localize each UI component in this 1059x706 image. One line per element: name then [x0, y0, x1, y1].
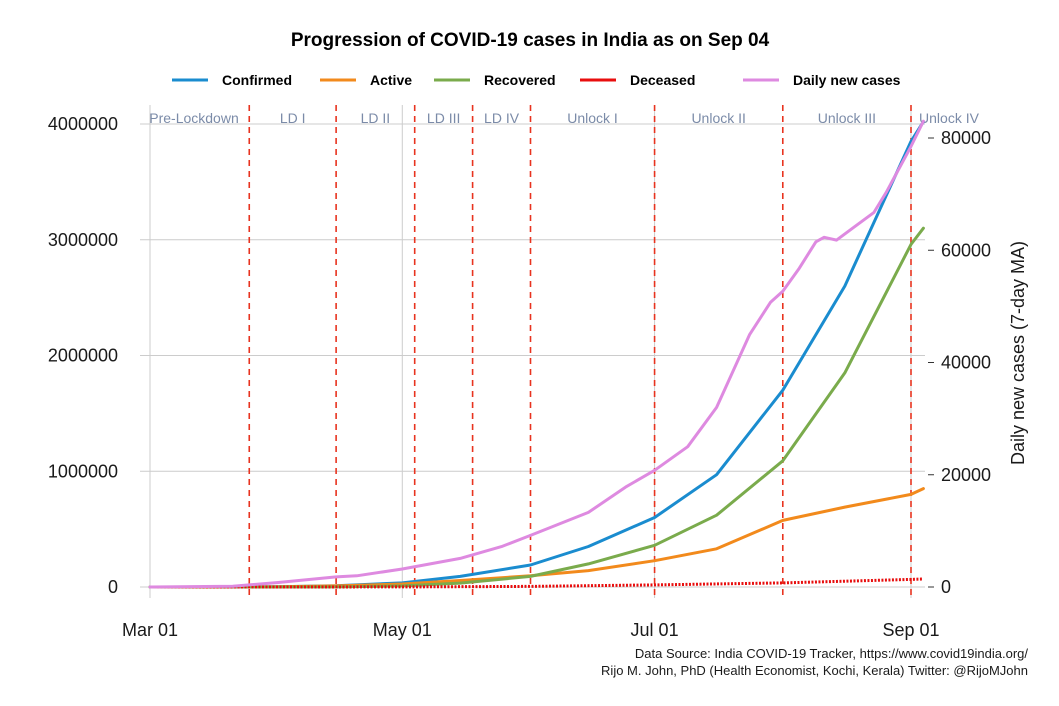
phase-label-ld-i: LD I — [280, 110, 306, 126]
right-axis-label: Daily new cases (7-day MA) — [1008, 241, 1028, 465]
phase-label-unlock-i: Unlock I — [567, 110, 618, 126]
x-axis: Mar 01 May 01 Jul 01 Sep 01 — [122, 620, 940, 640]
legend-label-active: Active — [370, 72, 412, 88]
x-tick-label: Jul 01 — [631, 620, 679, 640]
caption-author: Rijo M. John, PhD (Health Economist, Koc… — [601, 663, 1028, 678]
right-tick-label: 80000 — [941, 128, 991, 148]
legend-label-daily-new-cases: Daily new cases — [793, 72, 901, 88]
phase-label-unlock-iii: Unlock III — [818, 110, 876, 126]
phase-label-ld-ii: LD II — [361, 110, 391, 126]
caption-source: Data Source: India COVID-19 Tracker, htt… — [635, 646, 1028, 661]
right-axis: 0 20000 40000 60000 80000 — [928, 128, 991, 597]
phase-label-unlock-iv: Unlock IV — [919, 110, 980, 126]
right-tick-label: 60000 — [941, 240, 991, 260]
left-tick-label: 1000000 — [48, 461, 118, 481]
legend-label-confirmed: Confirmed — [222, 72, 292, 88]
phase-label-pre-lockdown: Pre-Lockdown — [149, 110, 239, 126]
phase-label-ld-iii: LD III — [427, 110, 460, 126]
chart-title: Progression of COVID-19 cases in India a… — [291, 30, 770, 51]
x-tick-label: Sep 01 — [882, 620, 939, 640]
left-tick-label: 0 — [108, 577, 118, 597]
legend: Confirmed Active Recovered Deceased Daily ne… — [172, 72, 901, 88]
legend-label-recovered: Recovered — [484, 72, 556, 88]
phase-label-unlock-ii: Unlock II — [691, 110, 745, 126]
left-tick-label: 4000000 — [48, 114, 118, 134]
legend-label-deceased: Deceased — [630, 72, 695, 88]
x-tick-label: Mar 01 — [122, 620, 178, 640]
series-line-daily-new-cases — [148, 119, 925, 589]
series-group — [148, 119, 925, 589]
right-tick-label: 0 — [941, 577, 951, 597]
right-tick-label: 20000 — [941, 465, 991, 485]
series-line-deceased — [150, 577, 924, 589]
right-tick-label: 40000 — [941, 353, 991, 373]
series-line-active — [148, 487, 925, 589]
phase-label-ld-iv: LD IV — [484, 110, 520, 126]
series-line-confirmed — [148, 120, 925, 589]
left-tick-label: 2000000 — [48, 346, 118, 366]
left-axis: 0 1000000 2000000 3000000 4000000 — [48, 114, 118, 597]
phase-lines: Pre-Lockdown LD I LD II LD III LD IV Unlock I… — [149, 105, 980, 598]
left-tick-label: 3000000 — [48, 230, 118, 250]
x-tick-label: May 01 — [373, 620, 432, 640]
